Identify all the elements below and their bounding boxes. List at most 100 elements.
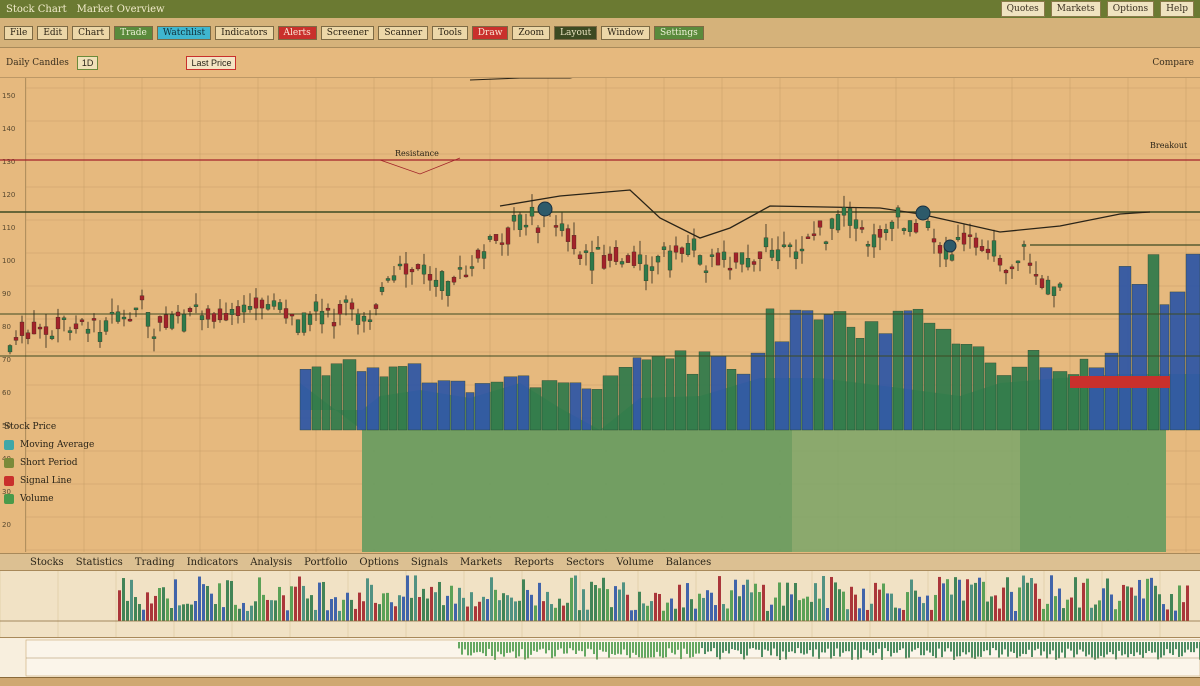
oscillator-bar [1049, 642, 1051, 655]
candle-body [775, 249, 781, 262]
candle-body [13, 337, 19, 341]
overlay-bar [823, 314, 834, 431]
compare-button[interactable]: Compare [1152, 57, 1194, 68]
toolbar-button-settings[interactable]: Settings [653, 25, 704, 40]
volume-bar [398, 595, 401, 621]
volume-bar [146, 592, 149, 621]
bottom-label-trading[interactable]: Trading [134, 556, 175, 568]
oscillator-bar [557, 642, 559, 650]
title-menu-help[interactable]: Help [1160, 1, 1194, 17]
bottom-label-options[interactable]: Options [359, 556, 399, 568]
oscillator-bar [1136, 642, 1138, 653]
oscillator-bar [1130, 642, 1132, 654]
toolbar-button-indicators[interactable]: Indicators [215, 25, 274, 40]
oscillator-bar [467, 642, 469, 656]
oscillator-bar [1103, 642, 1105, 658]
overlay-bar [517, 375, 530, 431]
oscillator-bar [959, 642, 961, 657]
bottom-label-volume[interactable]: Volume [616, 556, 654, 568]
candle-body [487, 236, 493, 240]
y-tick-label: 110 [2, 224, 16, 232]
oscillator-bar [845, 642, 847, 652]
bottom-label-statistics[interactable]: Statistics [75, 556, 123, 568]
legend-item[interactable]: Signal Line [4, 472, 200, 490]
volume-bar [770, 604, 773, 621]
app-subtitle: Market Overview [76, 3, 165, 15]
legend-item[interactable]: Moving Average [4, 436, 200, 454]
toolbar-button-zoom[interactable]: Zoom [512, 25, 551, 40]
volume-bar [1102, 588, 1105, 621]
overlay-bar [311, 366, 322, 431]
oscillator-chart[interactable] [0, 638, 1200, 678]
oscillator-bar [890, 642, 892, 657]
legend-label: Short Period [20, 458, 78, 468]
candlestick-chart[interactable]: Resistance Breakout [0, 69, 1200, 552]
toolbar-button-tools[interactable]: Tools [432, 25, 468, 40]
volume-bar [174, 579, 177, 621]
candle-body [7, 345, 13, 353]
bottom-label-balances[interactable]: Balances [665, 556, 712, 568]
candle-body [187, 308, 193, 312]
volume-bar [566, 602, 569, 621]
volume-bar [598, 588, 601, 621]
oscillator-bar [1031, 642, 1033, 658]
bottom-label-indicators[interactable]: Indicators [186, 556, 239, 568]
oscillator-panel[interactable] [0, 637, 1200, 677]
bottom-label-signals[interactable]: Signals [410, 556, 449, 568]
price-chart[interactable]: Resistance Breakout [0, 69, 1200, 552]
bottom-label-reports[interactable]: Reports [514, 556, 554, 568]
volume-bar [454, 603, 457, 621]
toolbar-button-chart[interactable]: Chart [72, 25, 111, 40]
candle-body [427, 274, 433, 281]
candle-body [1033, 274, 1039, 277]
volume-histogram[interactable] [0, 571, 1200, 637]
bottom-label-analysis[interactable]: Analysis [250, 556, 293, 568]
oscillator-bar [545, 642, 547, 654]
bottom-label-sectors[interactable]: Sectors [565, 556, 605, 568]
toolbar-button-scanner[interactable]: Scanner [378, 25, 429, 40]
bottom-label-portfolio[interactable]: Portfolio [304, 556, 348, 568]
candle-body [175, 311, 181, 317]
volume-bar [478, 601, 481, 621]
volume-bar [390, 602, 393, 621]
legend-item[interactable]: Short Period [4, 454, 200, 472]
toolbar-button-window[interactable]: Window [601, 25, 650, 40]
oscillator-bar [998, 642, 1000, 658]
bottom-label-markets[interactable]: Markets [460, 556, 503, 568]
title-menu-quotes[interactable]: Quotes [1000, 1, 1045, 17]
volume-bar [642, 603, 645, 621]
volume-bar [1034, 583, 1037, 621]
volume-bar [530, 594, 533, 621]
volume-panel[interactable] [0, 571, 1200, 637]
toolbar-button-draw[interactable]: Draw [471, 25, 509, 40]
candle-body [781, 244, 787, 247]
toolbar-button-alerts[interactable]: Alerts [277, 25, 317, 40]
toolbar-button-watchlist[interactable]: Watchlist [156, 25, 212, 40]
overlay-bar [632, 357, 642, 431]
toolbar-button-trade[interactable]: Trade [114, 25, 153, 40]
toolbar-button-layout[interactable]: Layout [554, 25, 598, 40]
oscillator-bar [1190, 642, 1192, 653]
oscillator-bar [641, 642, 643, 658]
oscillator-bar [869, 642, 871, 653]
volume-bar [982, 581, 985, 621]
title-menu-options[interactable]: Options [1106, 1, 1155, 17]
volume-bar [150, 603, 153, 621]
timeframe-selector[interactable]: 1D [76, 55, 99, 70]
volume-bar [774, 597, 777, 621]
bottom-label-stocks[interactable]: Stocks [30, 556, 64, 568]
legend-item[interactable]: Volume [4, 490, 200, 508]
toolbar-button-file[interactable]: File [4, 25, 34, 40]
oscillator-bar [1019, 642, 1021, 657]
title-menu-markets[interactable]: Markets [1050, 1, 1101, 17]
oscillator-bar [1088, 642, 1090, 655]
toolbar-button-screener[interactable]: Screener [320, 25, 375, 40]
oscillator-bar [794, 642, 796, 654]
overlay-bar [651, 355, 666, 431]
overlay-bar [912, 308, 924, 431]
toolbar-button-edit[interactable]: Edit [37, 25, 69, 40]
candle-body [769, 249, 775, 258]
overlay-bar [1147, 254, 1160, 431]
oscillator-bar [839, 642, 841, 657]
candle-body [937, 245, 943, 254]
